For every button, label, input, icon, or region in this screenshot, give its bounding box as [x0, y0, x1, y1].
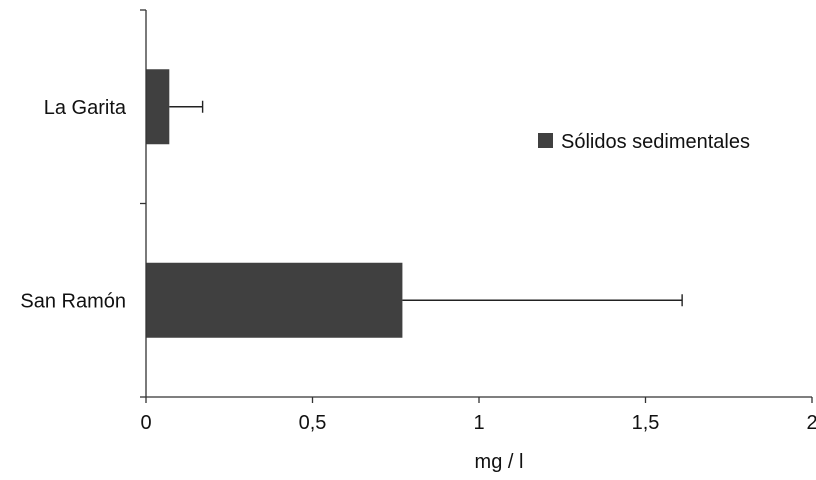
- bar-san-ram-n: [146, 262, 403, 338]
- bar-la-garita: [146, 69, 170, 145]
- x-axis-title: mg / l: [475, 451, 524, 473]
- error-bars-layer: [169, 100, 683, 307]
- x-tick-label: 1: [473, 412, 484, 434]
- legend-label: Sólidos sedimentales: [561, 131, 750, 153]
- labels-layer: La Garita San Ramón 0 0,5 1 1,5 2: [20, 97, 816, 434]
- axes-layer: [140, 9, 813, 403]
- bars-layer: [146, 69, 403, 338]
- legend: Sólidos sedimentales: [538, 131, 750, 153]
- x-tick-label: 0,5: [299, 412, 327, 434]
- x-tick-label: 0: [140, 412, 151, 434]
- y-tick-label: San Ramón: [20, 290, 126, 312]
- legend-swatch: [538, 133, 553, 148]
- x-tick-label: 1,5: [632, 412, 660, 434]
- x-tick-label: 2: [806, 412, 816, 434]
- y-tick-label: La Garita: [44, 97, 127, 119]
